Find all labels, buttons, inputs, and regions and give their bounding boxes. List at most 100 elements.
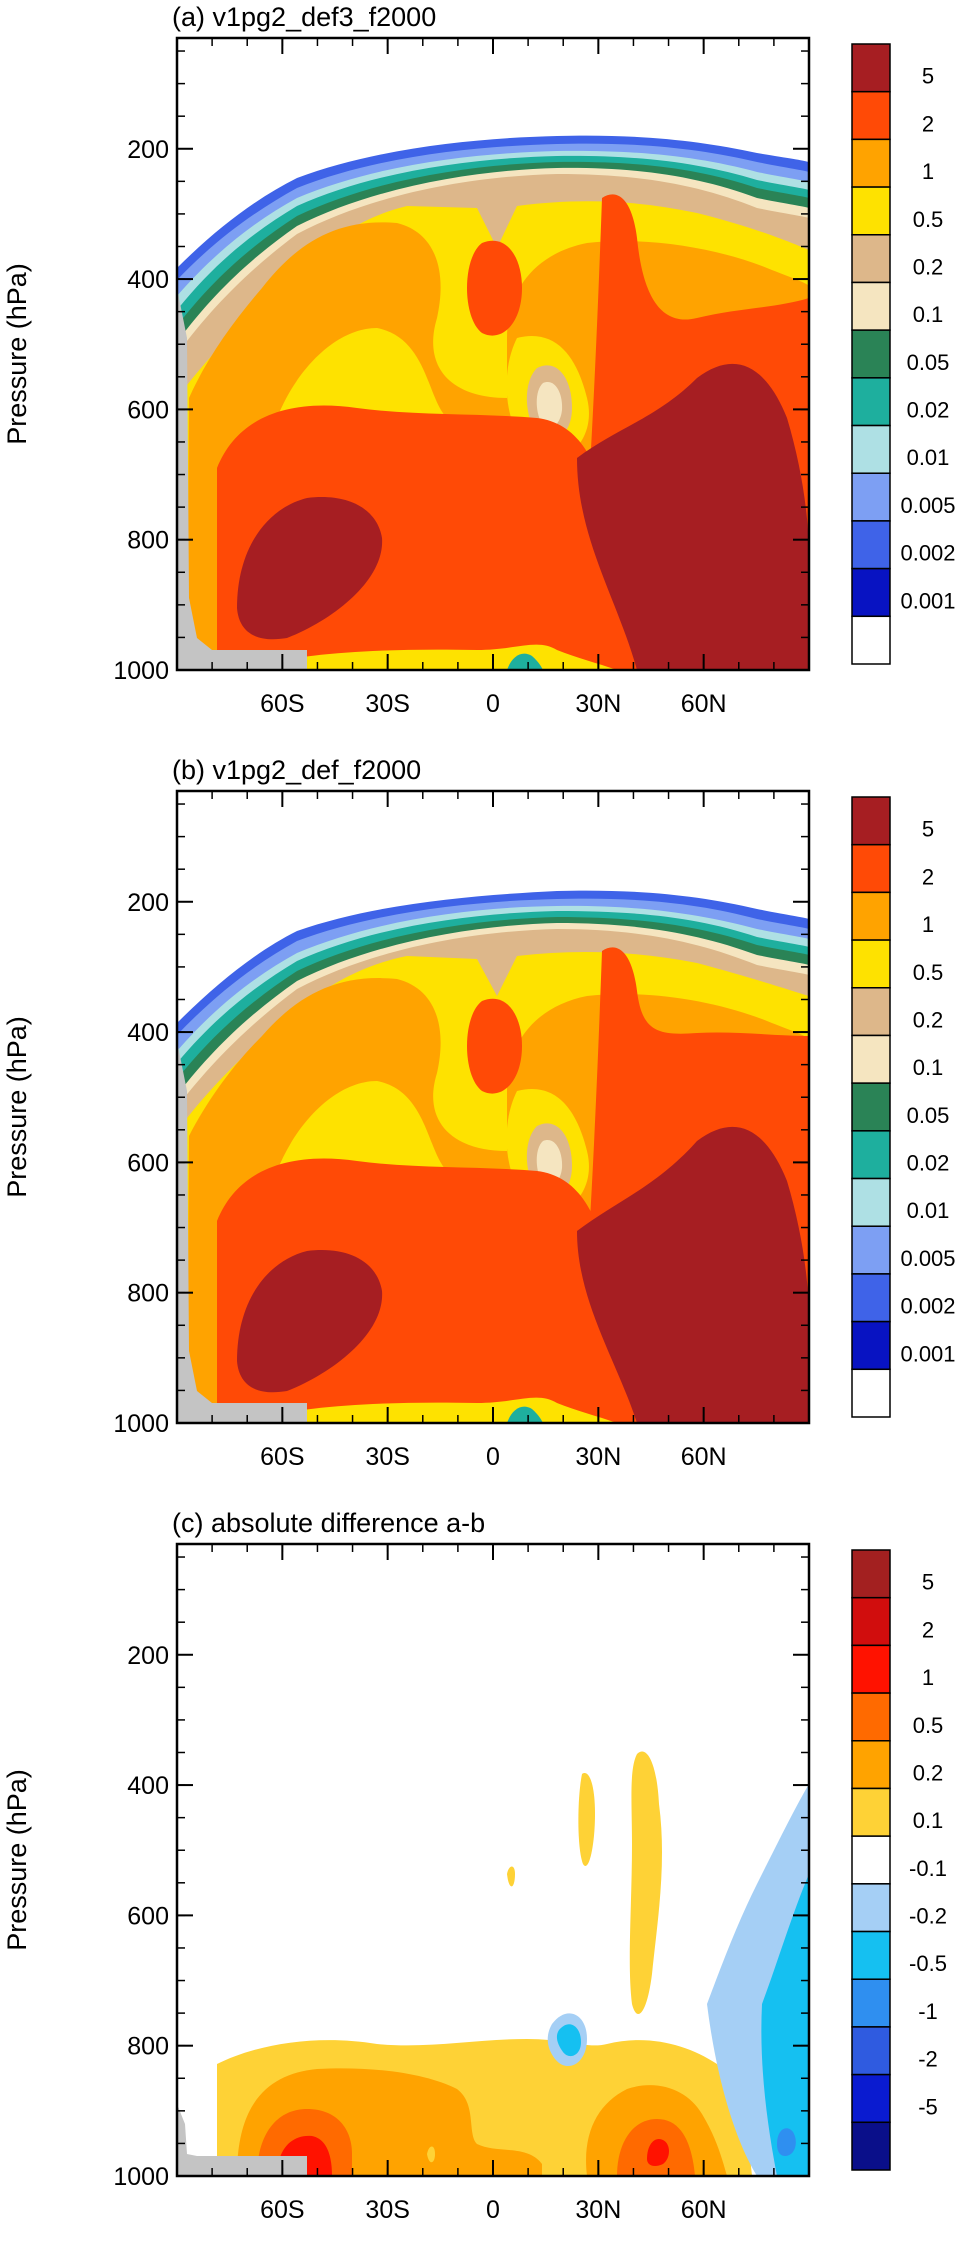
y-tick-label-b: 1000 [113,1410,169,1438]
colorbar-swatch-b [851,1034,891,1084]
y-tick-label-a: 200 [127,136,169,164]
colorbar-label-a: 2 [922,111,934,136]
colorbar-label-c: -0.5 [909,1951,947,1976]
colorbar-swatch-c [851,1883,891,1933]
x-tick-label-a: 30N [575,690,621,718]
x-tick-label-c: 30S [365,2196,409,2224]
colorbar-label-c: -0.1 [909,1856,947,1881]
colorbar-label-a: 0.05 [907,350,950,375]
x-tick-label-b: 60N [681,1443,727,1471]
x-tick-label-a: 60S [260,690,304,718]
colorbar-swatch-b [851,987,891,1037]
colorbar-label-c: 1 [922,1665,934,1690]
colorbar-label-b: 1 [922,912,934,937]
colorbar-label-b: 0.001 [900,1341,955,1366]
panel-b-axes: 200 400 600 800 1000 60S 30S 0 30N 60N [113,791,809,1471]
colorbar-swatch-a [851,377,891,427]
y-tick-label-b: 800 [127,1280,169,1308]
c-band-0.1-spot2 [507,1866,515,1887]
colorbar-swatch-c [851,1930,891,1980]
colorbar-label-c: 2 [922,1617,934,1642]
colorbar-swatch-a [851,234,891,284]
colorbar-label-c: 0.5 [913,1713,944,1738]
colorbar-swatch-b [851,939,891,989]
y-tick-label-c: 600 [127,1902,169,1930]
y-tick-label-c: 200 [127,1642,169,1670]
c-band-0.1-plume2 [578,1773,595,1866]
colorbar-label-c: 0.2 [913,1760,944,1785]
colorbar-swatch-b [851,1320,891,1371]
y-tick-label-a: 400 [127,266,169,294]
x-tick-label-c: 60N [681,2196,727,2224]
c-band-0.1-plume [629,1751,662,2014]
colorbar-label-a: 0.5 [913,207,944,232]
colorbar-swatch-b [851,891,891,941]
b-band-5-right [577,1126,809,1423]
colorbar-label-b: 0.1 [913,1055,944,1080]
panel-c: (c) absolute difference a-b [2,1508,947,2224]
colorbar-swatch-a [851,424,891,474]
colorbar-label-a: 0.02 [907,398,950,423]
panel-b-ylabel: Pressure (hPa) [2,1016,32,1198]
x-tick-label-a: 0 [486,690,500,718]
colorbar-swatch-b [851,1177,891,1227]
colorbar-label-b: 0.5 [913,960,944,985]
colorbar-swatch-c [851,1740,891,1790]
a-band-2-mid [467,240,522,336]
colorbar-label-b: 0.002 [900,1294,955,1319]
c-band-neg-0.5-mid [556,2024,581,2057]
y-tick-label-b: 400 [127,1019,169,1047]
colorbar-swatch-c [851,1596,891,1647]
colorbar-swatch-b [851,796,891,846]
y-tick-label-c: 1000 [113,2163,169,2191]
panel-c-ylabel: Pressure (hPa) [2,1769,32,1951]
colorbar-swatch-c [851,2026,891,2076]
colorbar-swatch-c [851,1644,891,1694]
colorbar-swatch-b [851,1368,891,1418]
colorbar-label-b: 2 [922,864,934,889]
panel-c-title: (c) absolute difference a-b [172,1508,485,1538]
panel-a-axes: 200 400 600 800 1000 60S 30S 0 30N 60N [113,38,809,718]
colorbar-swatch-c [851,1835,891,1885]
colorbar-label-c: 0.1 [913,1808,944,1833]
colorbar-swatch-a [851,43,891,93]
c-band-neg-1 [777,2128,796,2156]
panel-a-colorbar: 5 2 1 0.5 0.2 0.1 0.05 0.02 0.01 0.005 0.002 0.001 [851,43,956,665]
c-topography [177,2104,307,2176]
panel-a-ylabel: Pressure (hPa) [2,263,32,445]
colorbar-swatch-b [851,1273,891,1323]
x-tick-label-c: 0 [486,2196,500,2224]
panel-b: (b) v1pg2_def_f2000 [2,755,956,1471]
colorbar-label-a: 0.002 [900,541,955,566]
panel-b-colorbar: 5 2 1 0.5 0.2 0.1 0.05 0.02 0.01 0.005 0.002 0.001 [851,796,956,1418]
colorbar-swatch-c [851,1787,891,1837]
panel-b-plot-area [177,890,809,1423]
colorbar-swatch-a [851,186,891,236]
panel-c-axes: 200 400 600 800 1000 60S 30S 0 30N 60N [113,1544,809,2224]
colorbar-label-b: 0.005 [900,1246,955,1271]
colorbar-label-a: 0.1 [913,302,944,327]
y-tick-label-b: 600 [127,1149,169,1177]
b-band-0.05-dip [507,1406,543,1423]
a-band-5-right [577,363,809,670]
colorbar-swatch-c [851,2073,891,2124]
colorbar-label-b: 0.02 [907,1151,950,1176]
x-tick-label-b: 30N [575,1443,621,1471]
panel-c-fields [177,1751,809,2176]
panel-c-colorbar: 5 2 1 0.5 0.2 0.1 -0.1 -0.2 -0.5 -1 -2 -5 [851,1549,947,2171]
panel-a-plot-area [177,135,809,670]
colorbar-swatch-a [851,472,891,522]
colorbar-swatch-a [851,615,891,665]
colorbar-swatch-a [851,329,891,379]
colorbar-swatch-a [851,90,891,141]
c-band-neg-0.5 [761,1874,809,2176]
colorbar-label-b: 0.01 [907,1198,950,1223]
panel-a-fields [177,135,809,670]
panel-a: (a) v1pg2_def3_f2000 [2,2,956,718]
colorbar-label-c: 5 [922,1570,934,1595]
y-tick-label-b: 200 [127,889,169,917]
b-band-5-left [237,1250,383,1393]
x-tick-label-c: 60S [260,2196,304,2224]
colorbar-label-c: -0.2 [909,1904,947,1929]
a-band-0.05-dip [507,653,543,670]
